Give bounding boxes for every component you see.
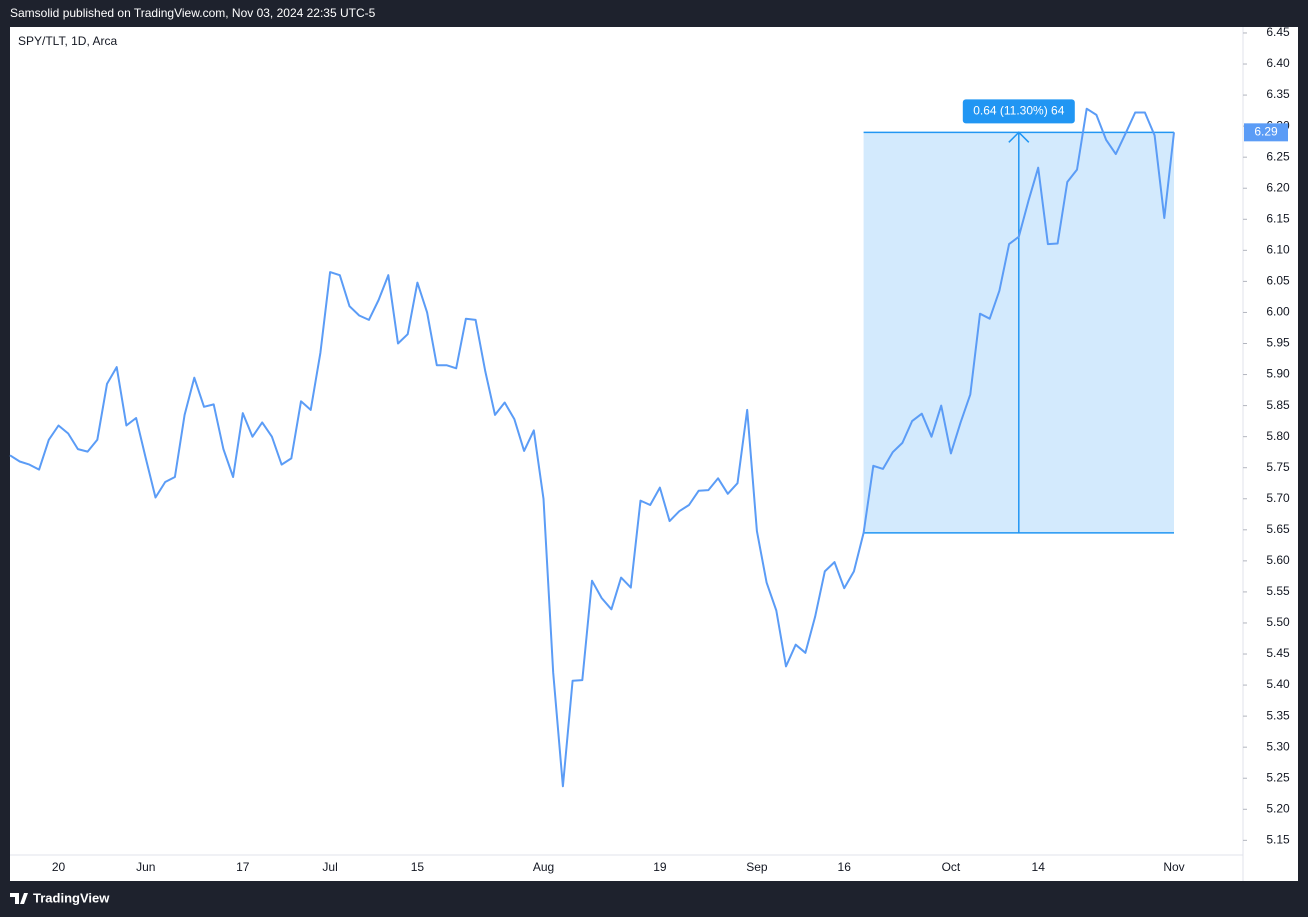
measure-label: 0.64 (11.30%) 64 — [973, 104, 1064, 118]
price-line — [9, 107, 1175, 788]
y-tick-label: 6.05 — [1266, 274, 1290, 288]
y-tick-label: 5.75 — [1266, 460, 1290, 474]
y-tick-label: 6.45 — [1266, 25, 1290, 39]
y-tick-label: 5.40 — [1266, 677, 1290, 691]
y-tick-label: 5.70 — [1266, 491, 1290, 505]
y-tick-label: 5.30 — [1266, 739, 1290, 753]
y-tick-label: 6.10 — [1266, 243, 1290, 257]
y-tick-label: 5.90 — [1266, 367, 1290, 381]
footer-logo — [10, 893, 28, 904]
y-tick-label: 5.25 — [1266, 770, 1290, 784]
y-tick-label: 5.95 — [1266, 336, 1290, 350]
brand: TradingView — [33, 890, 110, 905]
y-tick-label: 5.20 — [1266, 801, 1290, 815]
y-tick-label: 5.15 — [1266, 833, 1290, 847]
x-tick-label: Nov — [1163, 860, 1184, 874]
y-tick-label: 5.60 — [1266, 553, 1290, 567]
y-tick-label: 5.85 — [1266, 398, 1290, 412]
y-tick-label: 6.40 — [1266, 56, 1290, 70]
x-tick-label: Sep — [746, 860, 768, 874]
y-tick-label: 6.20 — [1266, 180, 1290, 194]
x-tick-label: Jun — [136, 860, 155, 874]
x-tick-label: Aug — [533, 860, 554, 874]
x-tick-label: 17 — [236, 860, 250, 874]
measure-arrowhead — [1008, 131, 1030, 143]
y-tick-label: 6.00 — [1266, 305, 1290, 319]
measure-tool: 0.64 (11.30%) 64 — [863, 99, 1174, 534]
measure-label-box — [962, 99, 1075, 124]
y-tick-label: 5.80 — [1266, 429, 1290, 443]
publish-info: Samsolid published on TradingView.com, N… — [10, 6, 376, 20]
x-tick-label: Oct — [942, 860, 961, 874]
symbol-label: SPY/TLT, 1D, Arca — [18, 34, 117, 48]
y-tick-label: 6.35 — [1266, 87, 1290, 101]
y-tick-label: 5.65 — [1266, 522, 1290, 536]
last-price-label: 6.29 — [1254, 125, 1278, 139]
y-tick-label: 6.15 — [1266, 211, 1290, 225]
x-tick-label: 15 — [411, 860, 425, 874]
x-tick-label: 19 — [653, 860, 667, 874]
y-tick-label: 5.55 — [1266, 584, 1290, 598]
y-tick-label: 5.45 — [1266, 646, 1290, 660]
y-tick-label: 5.50 — [1266, 615, 1290, 629]
x-tick-label: 14 — [1032, 860, 1046, 874]
x-tick-label: 16 — [838, 860, 852, 874]
y-tick-label: 6.25 — [1266, 149, 1290, 163]
x-tick-label: Jul — [322, 860, 337, 874]
last-price-box — [1244, 123, 1288, 142]
x-tick-label: 20 — [52, 860, 66, 874]
y-tick-label: 5.35 — [1266, 708, 1290, 722]
